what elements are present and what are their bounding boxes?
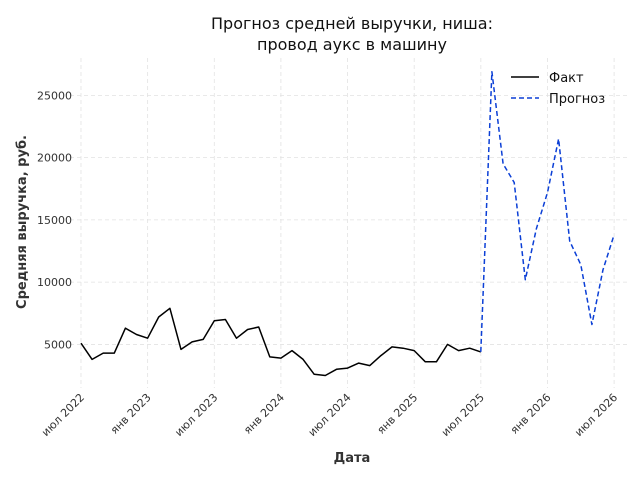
- chart-title-line-2: провод аукс в машину: [257, 35, 447, 54]
- x-tick-label: июл 2023: [172, 391, 220, 439]
- x-axis-label: Дата: [334, 451, 371, 466]
- y-tick-label: 15000: [37, 214, 72, 227]
- x-tick-label: июл 2026: [572, 391, 620, 439]
- x-tick-label: янв 2025: [375, 391, 421, 437]
- series-line-forecast: [480, 70, 615, 352]
- x-tick-label: янв 2024: [241, 391, 287, 437]
- plot-area: [80, 70, 615, 377]
- y-tick-label: 10000: [37, 276, 72, 289]
- legend-label-fact: Факт: [549, 71, 584, 86]
- x-axis-ticks: июл 2022 янв 2023 июл 2023 янв 2024 июл 2024…: [39, 391, 620, 439]
- grid: [70, 58, 628, 388]
- x-tick-label: янв 2023: [108, 391, 154, 437]
- chart-title-line-1: Прогноз средней выручки, ниша:: [211, 14, 493, 33]
- y-tick-label: 5000: [44, 338, 72, 351]
- series-line-fact: [80, 307, 482, 377]
- x-tick-label: июл 2024: [306, 391, 354, 439]
- y-tick-label: 20000: [37, 152, 72, 165]
- x-tick-label: июл 2025: [439, 391, 487, 439]
- x-tick-label: июл 2022: [39, 391, 87, 439]
- y-axis-ticks: 5000 10000 15000 20000 25000: [37, 89, 72, 351]
- y-tick-label: 25000: [37, 89, 72, 102]
- legend-label-forecast: Прогноз: [549, 92, 605, 107]
- x-tick-label: янв 2026: [508, 391, 554, 437]
- legend: Факт Прогноз: [511, 71, 605, 107]
- y-axis-label: Средняя выручка, руб.: [15, 135, 30, 309]
